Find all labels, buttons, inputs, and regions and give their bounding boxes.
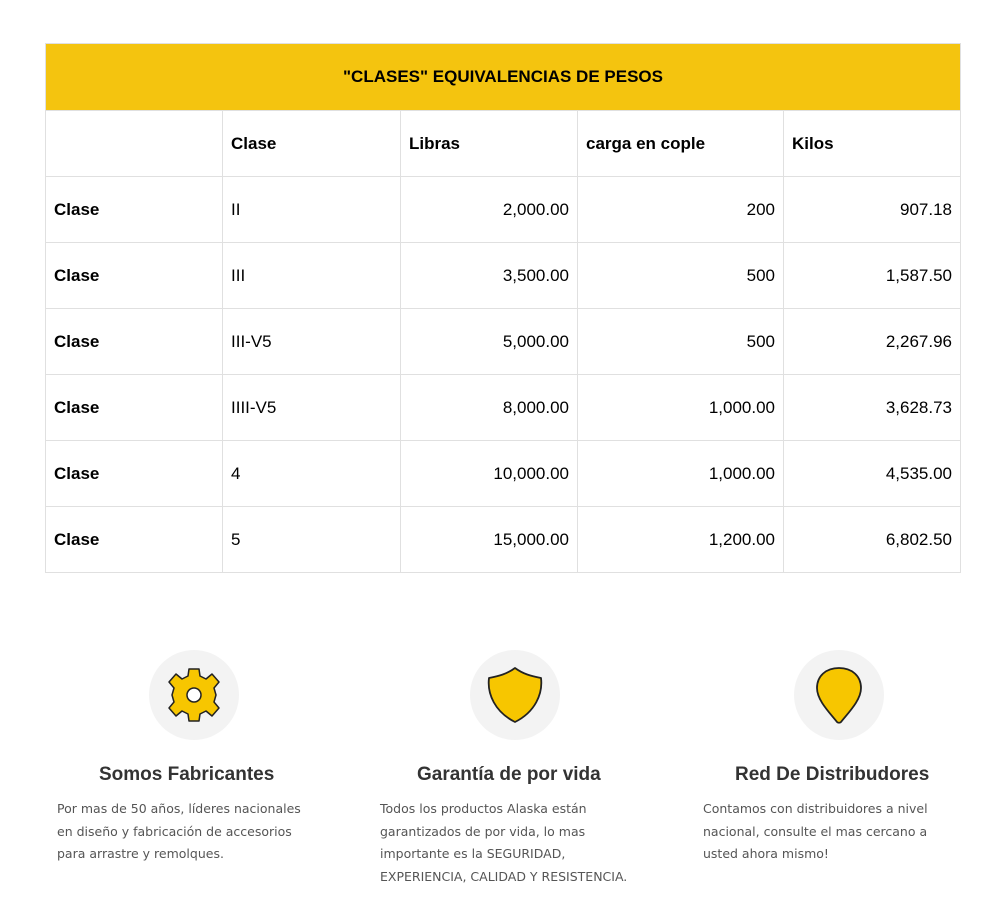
table-cell: Clase	[45, 176, 223, 243]
gear-icon	[149, 650, 239, 740]
feature-title: Garantía de por vida	[417, 764, 601, 785]
table-title: "CLASES" EQUIVALENCIAS DE PESOS	[45, 43, 961, 111]
table-row: Clase 5 15,000.00 1,200.00 6,802.50	[45, 506, 961, 573]
text-line: en diseño y fabricación de accesorios	[57, 823, 292, 839]
text-line: garantizados de por vida, lo mas	[380, 823, 586, 839]
table-row: Clase 4 10,000.00 1,000.00 4,535.00	[45, 440, 961, 507]
table-cell: II	[222, 176, 401, 243]
weights-table: "CLASES" EQUIVALENCIAS DE PESOS Clase Li…	[45, 43, 961, 573]
table-cell: 6,802.50	[783, 506, 961, 573]
table-cell: 500	[577, 242, 784, 309]
table-cell: 500	[577, 308, 784, 375]
table-cell: 8,000.00	[400, 374, 578, 441]
text-line: Contamos con distribuidores a nivel	[703, 801, 928, 816]
table-cell: 3,628.73	[783, 374, 961, 441]
table-cell: 1,200.00	[577, 506, 784, 573]
table-cell: 200	[577, 176, 784, 243]
feature-text: Todos los productos Alaska están garanti…	[380, 798, 650, 888]
table-cell: Clase	[45, 374, 223, 441]
table-cell: 1,587.50	[783, 242, 961, 309]
table-row: Clase III-V5 5,000.00 500 2,267.96	[45, 308, 961, 375]
table-cell: 3,500.00	[400, 242, 578, 309]
table-cell: Clase	[45, 440, 223, 507]
table-cell: 2,267.96	[783, 308, 961, 375]
feature-distribuidores: Red De Distribudores Contamos con distri…	[703, 650, 973, 866]
column-header	[45, 110, 223, 177]
column-header: Clase	[222, 110, 401, 177]
feature-title: Red De Distribudores	[735, 764, 930, 785]
feature-garantia: Garantía de por vida Todos los productos…	[380, 650, 650, 888]
feature-text: Contamos con distribuidores a nivel naci…	[703, 798, 973, 866]
table-cell: 4	[222, 440, 401, 507]
table-cell: 10,000.00	[400, 440, 578, 507]
column-header: Libras	[400, 110, 578, 177]
table-cell: 2,000.00	[400, 176, 578, 243]
map-pin-icon	[794, 650, 884, 740]
table-cell: 4,535.00	[783, 440, 961, 507]
text-line: usted ahora mismo!	[703, 846, 829, 861]
table-cell: 907.18	[783, 176, 961, 243]
text-line: para arrastre y remolques.	[57, 846, 224, 861]
feature-fabricantes: Somos Fabricantes Por mas de 50 años, lí…	[57, 650, 327, 866]
text-line: Todos los productos Alaska están	[380, 801, 587, 816]
table-cell: Clase	[45, 308, 223, 375]
text-line: importante es la SEGURIDAD,	[380, 846, 566, 861]
table-row: Clase IIII-V5 8,000.00 1,000.00 3,628.73	[45, 374, 961, 441]
text-line: nacional, consulte el mas cercano a	[703, 823, 928, 839]
table-cell: III	[222, 242, 401, 309]
feature-text: Por mas de 50 años, líderes nacionales e…	[57, 798, 327, 866]
table-cell: 15,000.00	[400, 506, 578, 573]
column-header: Kilos	[783, 110, 961, 177]
table-row: Clase II 2,000.00 200 907.18	[45, 176, 961, 243]
table-cell: III-V5	[222, 308, 401, 375]
table-row: Clase III 3,500.00 500 1,587.50	[45, 242, 961, 309]
text-line: EXPERIENCIA, CALIDAD Y RESISTENCIA.	[380, 868, 628, 884]
table-cell: 5,000.00	[400, 308, 578, 375]
feature-title: Somos Fabricantes	[99, 764, 275, 785]
header-row: Clase Libras carga en cople Kilos	[45, 110, 961, 177]
table-cell: 1,000.00	[577, 440, 784, 507]
table-cell: Clase	[45, 242, 223, 309]
table-cell: 5	[222, 506, 401, 573]
text-line: Por mas de 50 años, líderes nacionales	[57, 801, 301, 816]
table-cell: Clase	[45, 506, 223, 573]
shield-icon	[470, 650, 560, 740]
table-cell: 1,000.00	[577, 374, 784, 441]
column-header: carga en cople	[577, 110, 784, 177]
table-cell: IIII-V5	[222, 374, 401, 441]
